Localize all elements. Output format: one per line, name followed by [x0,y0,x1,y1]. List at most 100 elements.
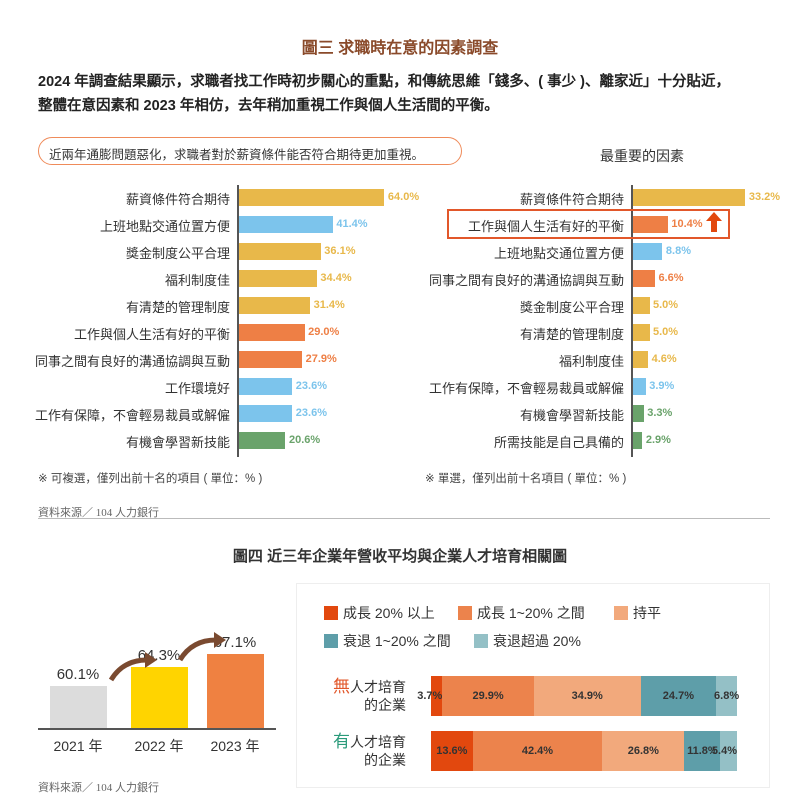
curved-arrow-icon [177,632,228,662]
stacked-segment: 5.4% [712,731,737,771]
bar [632,189,746,206]
legend-swatch [458,606,472,620]
category-label: 有機會學習新技能 [519,408,624,423]
value-label: 4.6% [651,353,677,365]
category-label: 薪資條件符合期待 [519,192,624,207]
right-chart-title: 最重要的因素 [600,148,684,164]
callout-box: 近兩年通膨問題惡化，求職者對於薪資條件能否符合期待更加重視。 [38,137,462,165]
category-label: 工作有保障，不會輕易裁員或解僱 [34,408,230,423]
bar [238,243,321,260]
stacked-segment: 26.8% [602,731,685,771]
legend-item: 衰退 1~20% 之間 [324,631,451,651]
value-label: 64.0% [387,191,420,203]
row-prefix: 有 [333,732,350,751]
bar [238,432,286,449]
category-label: 工作與個人生活有好的平衡 [467,219,624,234]
source-note-2: 資料來源／ 104 人力銀行 [38,782,159,794]
value-label: 10.4% [671,218,703,230]
value-label: 67.1% [213,634,257,652]
value-label: 5.0% [653,326,679,338]
legend-swatch [614,606,628,620]
category-label: 2023 年 [210,738,260,754]
stacked-segment: 13.6% [431,731,473,771]
bar [238,324,305,341]
value-label: 27.9% [305,353,337,365]
category-label: 有清楚的管理制度 [125,300,230,315]
row-label: 無人才培育 的企業 [306,678,406,714]
value-label: 2.9% [645,434,671,446]
intro-line-1: 2024 年調查結果顯示，求職者找工作時初步關心的重點，和傳統思維「錢多、( 事… [38,74,730,90]
category-label: 薪資條件符合期待 [125,192,230,207]
value-label: 8.8% [665,245,691,257]
bar [238,270,317,287]
bar [238,297,311,314]
bar [632,351,649,368]
bar [632,324,650,341]
highlight-box [447,209,730,239]
value-label: 34.4% [320,272,352,284]
value-label: 36.1% [324,245,356,257]
stacked-segment: 34.9% [533,676,641,716]
category-label: 上班地點交通位置方便 [493,246,624,261]
axis-line [631,185,633,457]
category-label: 同事之間有良好的溝通協調與互動 [428,273,624,288]
row-prefix: 無 [333,677,350,696]
category-label: 福利制度佳 [164,273,230,288]
row-label-rest: 人才培育 [350,734,406,750]
bar [632,216,668,233]
figure4-title: 圖四 近三年企業年營收平均與企業人才培育相關圖 [232,548,568,565]
bar [238,189,385,206]
category-label: 獎金制度公平合理 [519,300,624,315]
intro-line-2: 整體在意因素和 2023 年相仿，去年稍加重視工作與個人生活間的平衡。 [38,98,499,114]
bar [632,378,646,395]
legend-swatch [324,606,338,620]
bar [632,243,663,260]
row-label-line2: 的企業 [364,697,406,713]
legend-label: 衰退超過 20% [493,633,581,649]
stacked-segment: 6.8% [714,676,739,716]
row-label-line2: 的企業 [364,752,406,768]
legend-swatch [324,634,338,648]
legend-label: 成長 1~20% 之間 [477,605,585,621]
category-label: 獎金制度公平合理 [125,246,230,261]
curved-arrow-icon [108,652,159,682]
legend-item: 成長 1~20% 之間 [458,603,585,623]
bar [238,216,333,233]
category-label: 有清楚的管理制度 [519,327,624,342]
value-label: 23.6% [295,380,327,392]
value-label: 3.9% [649,380,675,392]
value-label: 60.1% [56,666,100,684]
category-label: 工作環境好 [164,381,230,396]
stacked-segment: 29.9% [442,676,534,716]
column-bar [131,667,188,728]
stacked-segment: 11.8% [684,731,721,771]
category-label: 上班地點交通位置方便 [99,219,230,234]
legend-item: 成長 20% 以上 [324,603,435,623]
value-label: 33.2% [748,191,781,203]
legend-swatch [474,634,488,648]
baseline [38,728,276,730]
column-bar [50,686,107,728]
left-note: ※ 可複選，僅列出前十名的項目 ( 單位：% ) [38,473,263,485]
stacked-segment: 42.4% [472,731,603,771]
stacked-chart-panel [296,583,770,788]
bar [632,405,644,422]
bar [238,351,303,368]
category-label: 2021 年 [53,738,103,754]
value-label: 41.4% [336,218,368,230]
category-label: 同事之間有良好的溝通協調與互動 [34,354,230,369]
bar [632,432,643,449]
category-label: 工作與個人生活有好的平衡 [73,327,230,342]
figure3-title: 圖三 求職時在意的因素調查 [301,40,499,57]
value-label: 31.4% [313,299,345,311]
category-label: 2022 年 [134,738,184,754]
row-label: 有人才培育的企業 [306,733,406,769]
value-label: 23.6% [295,407,327,419]
value-label: 5.0% [653,299,679,311]
column-bar [207,654,264,728]
legend-item: 持平 [614,603,661,623]
legend-item: 衰退超過 20% [474,631,581,651]
value-label: 3.3% [647,407,673,419]
category-label: 所需技能是自己具備的 [493,435,624,450]
stacked-segment: 3.7% [417,676,443,716]
